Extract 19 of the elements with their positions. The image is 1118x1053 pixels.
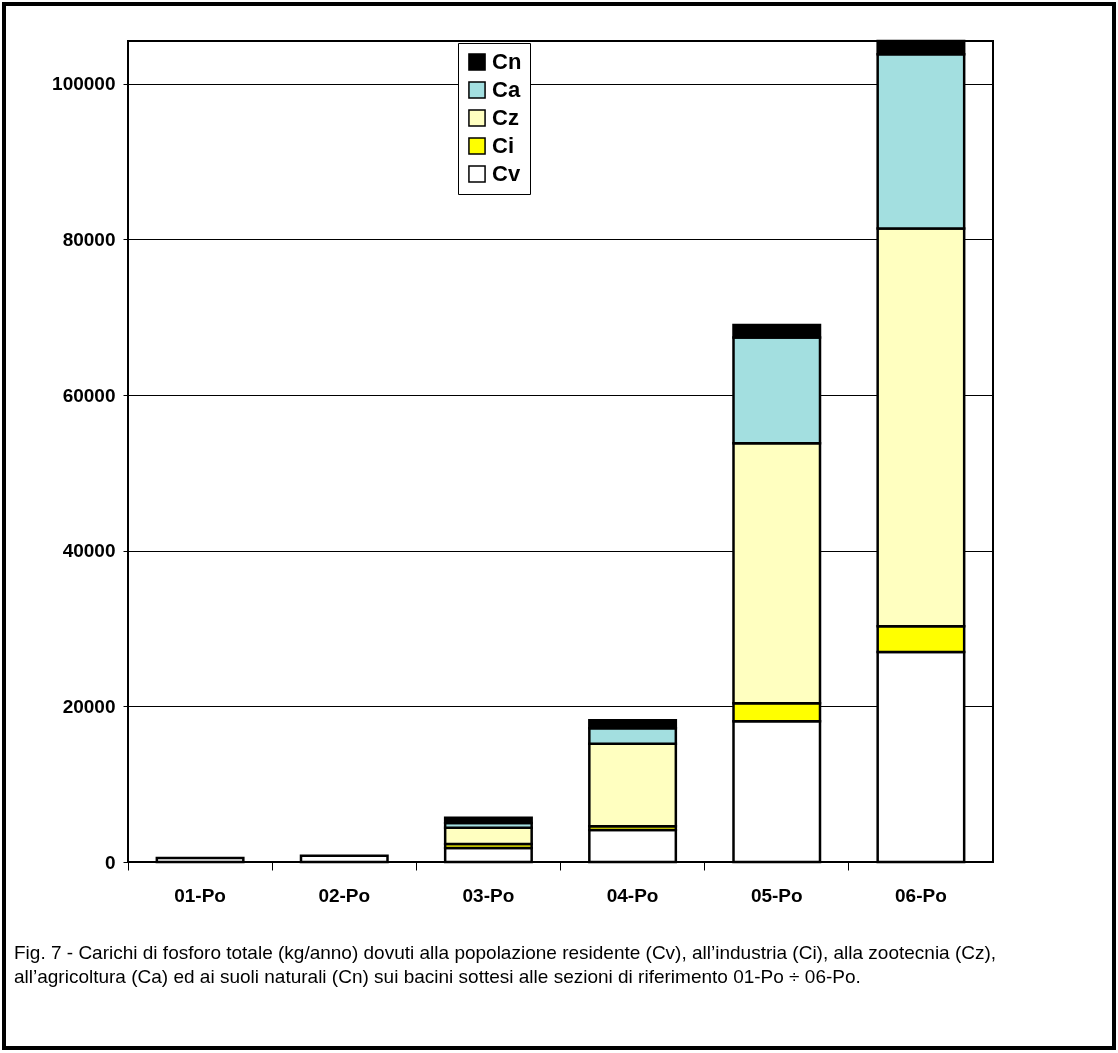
x-tick-label: 02-Po	[318, 884, 371, 906]
y-tick-label: 20000	[62, 695, 116, 717]
y-tick-label: 100000	[52, 73, 116, 95]
legend-label: Cv	[492, 161, 521, 186]
x-tick-label: 04-Po	[606, 884, 659, 906]
bar	[443, 816, 533, 825]
x-tick-label: 03-Po	[462, 884, 515, 906]
x-tick-label: 06-Po	[895, 884, 947, 906]
x-tick-label: 05-Po	[750, 884, 803, 906]
y-tick-label: 40000	[62, 540, 116, 562]
legend-label: Ci	[492, 133, 514, 158]
y-tick-label: 60000	[62, 384, 116, 406]
y-tick-label: 80000	[62, 228, 116, 250]
y-tick-label: 0	[104, 851, 116, 873]
legend-label: Ca	[492, 77, 521, 102]
legend-label: Cn	[492, 49, 522, 74]
legend-label: Cz	[492, 105, 519, 130]
caption: Fig. 7 - Carichi di fosforo totale (kg/anno) dovuti alla popolazione residente (Cv), all’industria (Ci), alla zootecnia (Cz), all’agricoltura (Ca) ed ai suoli naturali (Cn) sui bacini sottesi alle sezioni di riferimento 01-Po ÷ 06-Po.	[14, 941, 998, 989]
x-tick-label: 01-Po	[174, 884, 226, 906]
